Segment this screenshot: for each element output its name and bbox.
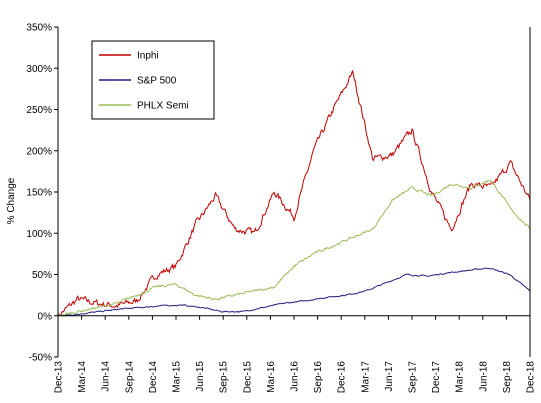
x-tick-label: Jun-16 <box>290 361 301 392</box>
x-tick-label: Mar-18 <box>455 361 466 393</box>
y-tick-label: 150% <box>26 188 52 199</box>
legend-label: Inphi <box>137 51 159 62</box>
y-tick-label: 50% <box>32 270 52 281</box>
x-tick-label: Jun-15 <box>195 361 206 392</box>
legend-items: Inphi S&P 500 PHLX Semi <box>99 51 189 112</box>
x-tick-label: Dec-16 <box>337 361 348 394</box>
x-tick-label: Sep-17 <box>408 361 419 394</box>
x-tick-label: Sep-15 <box>219 361 230 394</box>
y-tick-label: -50% <box>29 353 52 364</box>
x-tick-label: Sep-18 <box>502 361 513 394</box>
y-tick-labels: -50% 0% 50% 100% 150% 200% 250% 300% 350% <box>26 23 52 364</box>
x-tick-label: Mar-17 <box>360 361 371 393</box>
y-tick-label: 250% <box>26 105 52 116</box>
y-tick-label: 300% <box>26 64 52 75</box>
x-tick-label: Dec-13 <box>54 361 65 394</box>
y-tick-label: 0% <box>38 311 53 322</box>
series-line-s-p-500 <box>57 267 531 317</box>
x-tick-label: Mar-14 <box>77 361 88 393</box>
series-layer <box>57 70 531 317</box>
y-axis-title: % Change <box>6 177 17 224</box>
x-tick-label: Sep-16 <box>313 361 324 394</box>
legend: Inphi S&P 500 PHLX Semi <box>91 40 215 120</box>
x-tick-label: Sep-14 <box>124 361 135 394</box>
y-tick-label: 350% <box>26 23 52 34</box>
x-tick-label: Jun-17 <box>384 361 395 392</box>
x-tick-label: Mar-15 <box>172 361 183 393</box>
legend-label: PHLX Semi <box>137 101 189 112</box>
x-tick-label: Dec-17 <box>431 361 442 394</box>
x-tick-labels: Dec-13 Mar-14 Jun-14 Sep-14 Dec-14 Mar-15 Jun-… <box>54 361 537 394</box>
x-tick-label: Jun-18 <box>478 361 489 392</box>
axes-layer <box>54 26 531 358</box>
y-tick-label: 200% <box>26 146 52 157</box>
series-line-phlx-semi <box>57 179 531 317</box>
y-tick-label: 100% <box>26 229 52 240</box>
x-tick-label: Jun-14 <box>101 361 112 392</box>
series-line-inphi <box>57 70 531 317</box>
x-tick-label: Dec-14 <box>148 361 159 394</box>
x-tick-label: Dec-15 <box>242 361 253 394</box>
x-tick-label: Mar-16 <box>266 361 277 393</box>
legend-label: S&P 500 <box>137 76 177 87</box>
x-tick-label: Dec-18 <box>526 361 537 394</box>
